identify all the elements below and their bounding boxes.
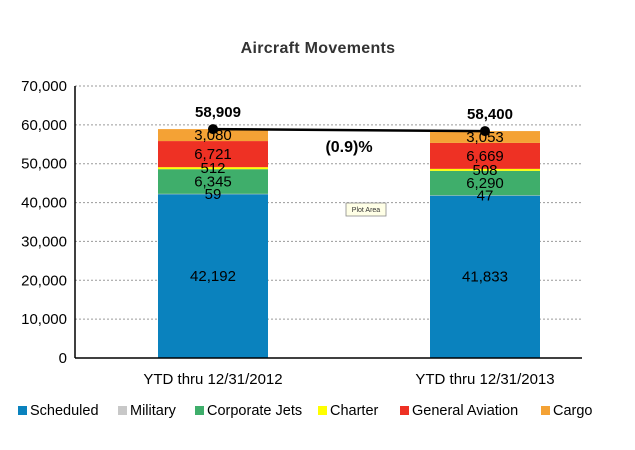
legend-label: Charter <box>330 403 379 419</box>
total-line: 58,909 58,400 (0.9)% <box>195 104 513 156</box>
chart-title: Aircraft Movements <box>241 40 396 57</box>
y-tick-label: 40,000 <box>21 195 67 212</box>
y-tick-label: 0 <box>59 350 67 367</box>
tooltip-box <box>345 202 387 217</box>
legend-swatch <box>541 406 550 415</box>
y-tick-label: 20,000 <box>21 272 67 289</box>
total-marker <box>480 126 490 137</box>
bar-segment-military <box>430 195 540 196</box>
total-label: 58,400 <box>467 106 513 123</box>
total-label: 58,909 <box>195 104 241 121</box>
legend: Scheduled Military Corporate Jets Charter Ge… <box>18 403 593 419</box>
legend-label: Scheduled <box>30 403 99 419</box>
bar-segment-scheduled <box>430 195 540 358</box>
total-trend-line <box>212 127 486 133</box>
data-label: 6,345 <box>194 173 232 190</box>
y-tick-label: 60,000 <box>21 117 67 134</box>
bar-segment-general-aviation <box>430 142 540 169</box>
data-label: 6,669 <box>466 148 504 165</box>
y-tick-label: 10,000 <box>21 311 67 328</box>
bar-segment-military <box>158 193 268 195</box>
legend-swatch <box>318 406 327 415</box>
x-axis: YTD thru 12/31/2012 YTD thru 12/31/2013 <box>75 357 582 388</box>
y-tick-label: 30,000 <box>21 233 67 250</box>
legend-label: General Aviation <box>412 403 518 419</box>
bar-segment-corporate-jets <box>430 170 540 196</box>
bar-segment-cargo <box>430 131 540 143</box>
legend-swatch <box>18 406 27 415</box>
data-label: 47 <box>477 187 494 204</box>
bar-segment-general-aviation <box>158 141 268 168</box>
total-marker <box>208 124 218 135</box>
y-tick-label: 70,000 <box>21 78 67 95</box>
legend-swatch <box>118 406 127 415</box>
tooltip-text: Plot Area <box>352 207 381 214</box>
data-label: 3,080 <box>194 127 232 144</box>
data-label: 3,053 <box>466 129 504 146</box>
category-label: YTD thru 12/31/2013 <box>415 371 554 388</box>
data-label: 6,721 <box>194 146 232 163</box>
data-label: 59 <box>205 186 222 203</box>
legend-label: Military <box>130 403 177 419</box>
bar-segment-charter <box>430 168 540 171</box>
legend-swatch <box>400 406 409 415</box>
y-axis: 0 10,000 20,000 30,000 40,000 50,000 60,000 70,… <box>21 78 76 367</box>
category-label: YTD thru 12/31/2012 <box>143 371 282 388</box>
legend-label: Corporate Jets <box>207 403 302 419</box>
data-label: 512 <box>200 160 225 177</box>
y-tick-label: 50,000 <box>21 156 67 173</box>
change-label: (0.9)% <box>325 139 372 156</box>
bar-segment-charter <box>158 167 268 170</box>
bar-segment-corporate-jets <box>158 169 268 194</box>
plot-area-tooltip: Plot Area <box>345 202 387 217</box>
data-label: 41,833 <box>462 269 508 286</box>
data-label: 42,192 <box>190 268 236 285</box>
bar-segment-scheduled <box>158 194 268 358</box>
legend-swatch <box>195 406 204 415</box>
data-label: 508 <box>472 162 497 179</box>
legend-label: Cargo <box>553 403 593 419</box>
data-label: 6,290 <box>466 175 504 192</box>
bars <box>158 129 540 358</box>
bar-segment-cargo <box>158 129 268 142</box>
